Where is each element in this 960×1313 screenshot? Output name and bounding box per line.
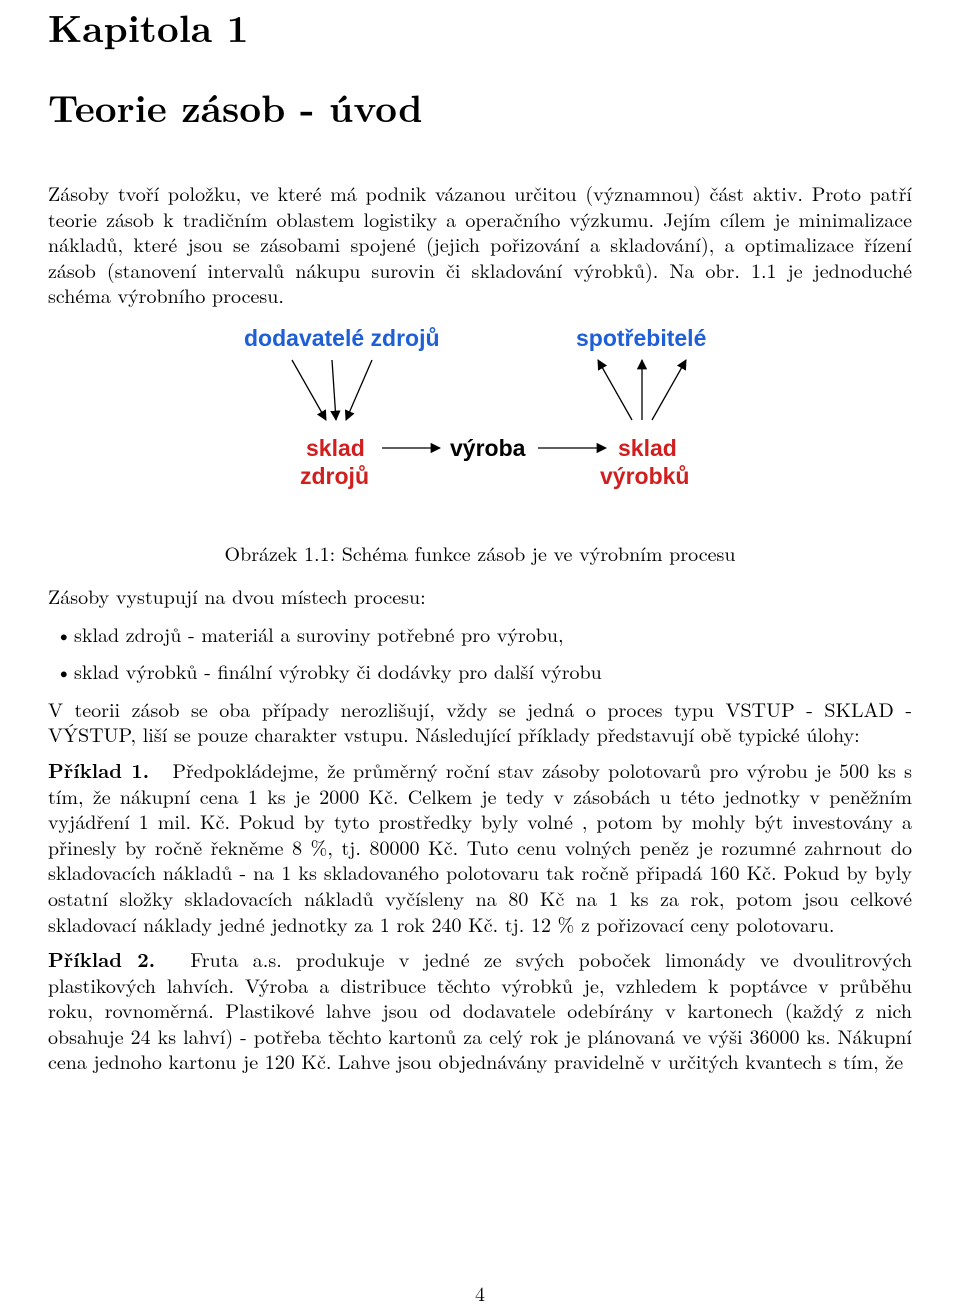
bullet-list: sklad zdrojů - materiál a suroviny potře…: [48, 621, 912, 684]
production-label: výroba: [450, 435, 526, 461]
example-1: Příklad 1. Předpokládejme, že průměrný r…: [48, 757, 912, 936]
page-number: 4: [0, 1278, 960, 1307]
list-intro: Zásoby vystupují na dvou místech procesu…: [48, 583, 912, 609]
example-2-body: Fruta a.s. produkuje v jedné ze svých po…: [48, 944, 912, 1075]
stock-sources-label-2: zdrojů: [300, 463, 369, 489]
example-2: Příklad 2. Fruta a.s. produkuje v jedné …: [48, 946, 912, 1074]
intro-paragraph: Zásoby tvoří položku, ve které má podnik…: [48, 180, 912, 308]
figure: dodavatelé zdrojů spotřebitelé sklad zdr…: [140, 322, 820, 567]
example-1-body: Předpokládejme, že průměrný roční stav z…: [48, 755, 912, 938]
chapter-title: Teorie zásob - úvod: [48, 80, 912, 134]
page: Kapitola 1 Teorie zásob - úvod Zásoby tv…: [0, 0, 960, 1313]
suppliers-label: dodavatelé zdrojů: [244, 325, 440, 351]
list-item: sklad zdrojů - materiál a suroviny potře…: [74, 621, 912, 647]
figure-caption: Obrázek 1.1: Schéma funkce zásob je ve v…: [140, 538, 820, 567]
inventory-diagram: dodavatelé zdrojů spotřebitelé sklad zdr…: [140, 322, 820, 532]
suppliers-arrows: [292, 360, 372, 420]
stock-sources-label-1: sklad: [306, 435, 365, 461]
consumers-arrows: [598, 360, 686, 420]
stock-products-label-1: sklad: [618, 435, 677, 461]
after-list-paragraph: V teorii zásob se oba případy nerozlišuj…: [48, 696, 912, 747]
consumers-label: spotřebitelé: [576, 325, 706, 351]
list-item: sklad výrobků - finální výrobky či dodáv…: [74, 658, 912, 684]
stock-products-label-2: výrobků: [600, 463, 689, 489]
chapter-label: Kapitola 1: [48, 0, 912, 54]
